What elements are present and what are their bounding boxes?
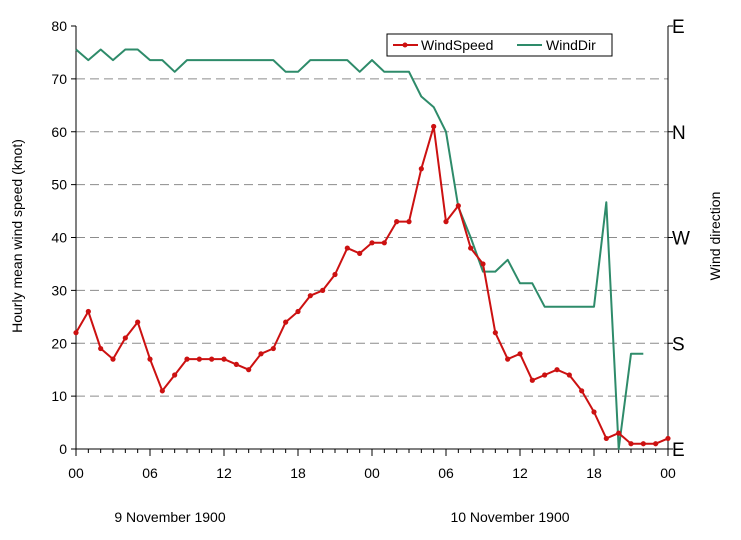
windspeed-point xyxy=(320,287,326,293)
y2-tick-label: N xyxy=(672,123,686,144)
winddir-line xyxy=(75,48,644,450)
x-tick-label: 06 xyxy=(142,465,158,481)
windspeed-point xyxy=(344,245,350,251)
windspeed-point xyxy=(566,372,572,378)
x-tick-label: 06 xyxy=(438,465,454,481)
series-group xyxy=(73,48,671,450)
windspeed-point xyxy=(591,409,597,415)
x-tick-label: 18 xyxy=(290,465,306,481)
windspeed-point xyxy=(468,245,474,251)
windspeed-point xyxy=(665,435,671,442)
legend: WindSpeed WindDir xyxy=(386,33,613,57)
windspeed-point xyxy=(110,356,116,362)
y2-tick-label: S xyxy=(672,334,685,355)
windspeed-point xyxy=(369,240,375,246)
x-tick-label: 12 xyxy=(216,465,232,481)
windspeed-point xyxy=(147,356,153,362)
windspeed-point xyxy=(73,330,79,336)
windspeed-point xyxy=(270,345,276,352)
legend-box xyxy=(386,33,613,57)
gridlines xyxy=(76,78,668,397)
windspeed-point xyxy=(554,367,560,373)
y-tick-label: 70 xyxy=(51,71,67,87)
windspeed-point xyxy=(307,293,313,299)
legend-winddir-label: WindDir xyxy=(546,37,596,53)
windspeed-point xyxy=(295,308,301,315)
windspeed-point xyxy=(542,372,548,378)
windspeed-point xyxy=(394,219,400,225)
windspeed-point xyxy=(517,351,523,357)
x-tick-label: 18 xyxy=(586,465,602,481)
windspeed-point xyxy=(122,335,128,341)
windspeed-point xyxy=(431,123,437,130)
x-tick-label: 00 xyxy=(364,465,380,481)
legend-windspeed-marker xyxy=(402,42,408,48)
windspeed-point xyxy=(616,430,622,436)
y-tick-label: 80 xyxy=(51,18,67,34)
date-label-day1: 9 November 1900 xyxy=(114,509,226,525)
windspeed-point xyxy=(196,356,202,362)
windspeed-point xyxy=(184,356,190,362)
windspeed-point xyxy=(135,319,141,325)
legend-windspeed-label: WindSpeed xyxy=(421,37,493,53)
right-axis-ticks: E N W S E xyxy=(668,17,690,461)
windspeed-point xyxy=(85,308,91,315)
windspeed-point xyxy=(209,356,215,362)
x-tick-label: 12 xyxy=(512,465,528,481)
x-tick-label: 00 xyxy=(68,465,84,481)
y-tick-label: 20 xyxy=(51,335,67,351)
windspeed-point xyxy=(357,250,363,256)
y-tick-label: 60 xyxy=(51,124,67,140)
y-tick-label: 10 xyxy=(51,388,67,404)
y2-tick-label: W xyxy=(672,229,690,250)
windspeed-point xyxy=(233,361,239,367)
windspeed-point xyxy=(221,356,227,362)
windspeed-point xyxy=(381,240,387,246)
y2-tick-label: E xyxy=(672,440,685,461)
windspeed-point xyxy=(258,351,264,357)
x-tick-label: 00 xyxy=(660,465,676,481)
windspeed-point xyxy=(443,219,449,225)
windspeed-point xyxy=(406,219,412,225)
windspeed-point xyxy=(505,356,511,362)
windspeed-point xyxy=(283,319,289,325)
y2-tick-label: E xyxy=(672,17,685,38)
y-tick-label: 0 xyxy=(59,441,67,457)
windspeed-point xyxy=(579,388,585,394)
windspeed-point xyxy=(529,377,535,383)
windspeed-point xyxy=(628,441,634,447)
windspeed-point xyxy=(653,441,659,447)
windspeed-point xyxy=(159,388,165,394)
y-axis-title: Hourly mean wind speed (knot) xyxy=(9,139,25,333)
y2-axis-title: Wind direction xyxy=(707,192,723,281)
windspeed-point xyxy=(640,441,646,447)
windspeed-point xyxy=(492,330,498,336)
windspeed-point xyxy=(332,271,338,278)
windspeed-point xyxy=(418,166,424,172)
y-tick-label: 40 xyxy=(51,230,67,246)
x-axis-ticks: 00 06 12 18 00 06 12 18 00 xyxy=(68,449,676,481)
windspeed-point xyxy=(480,261,486,267)
windspeed-point xyxy=(455,203,461,209)
y-tick-label: 50 xyxy=(51,177,67,193)
windspeed-point xyxy=(603,435,609,442)
date-label-day2: 10 November 1900 xyxy=(450,509,569,525)
y-tick-label: 30 xyxy=(51,282,67,298)
left-axis-ticks: 0 10 20 30 40 50 60 70 80 xyxy=(51,18,76,457)
windspeed-point xyxy=(172,372,178,378)
windspeed-point xyxy=(246,367,252,373)
windspeed-point xyxy=(98,345,104,352)
